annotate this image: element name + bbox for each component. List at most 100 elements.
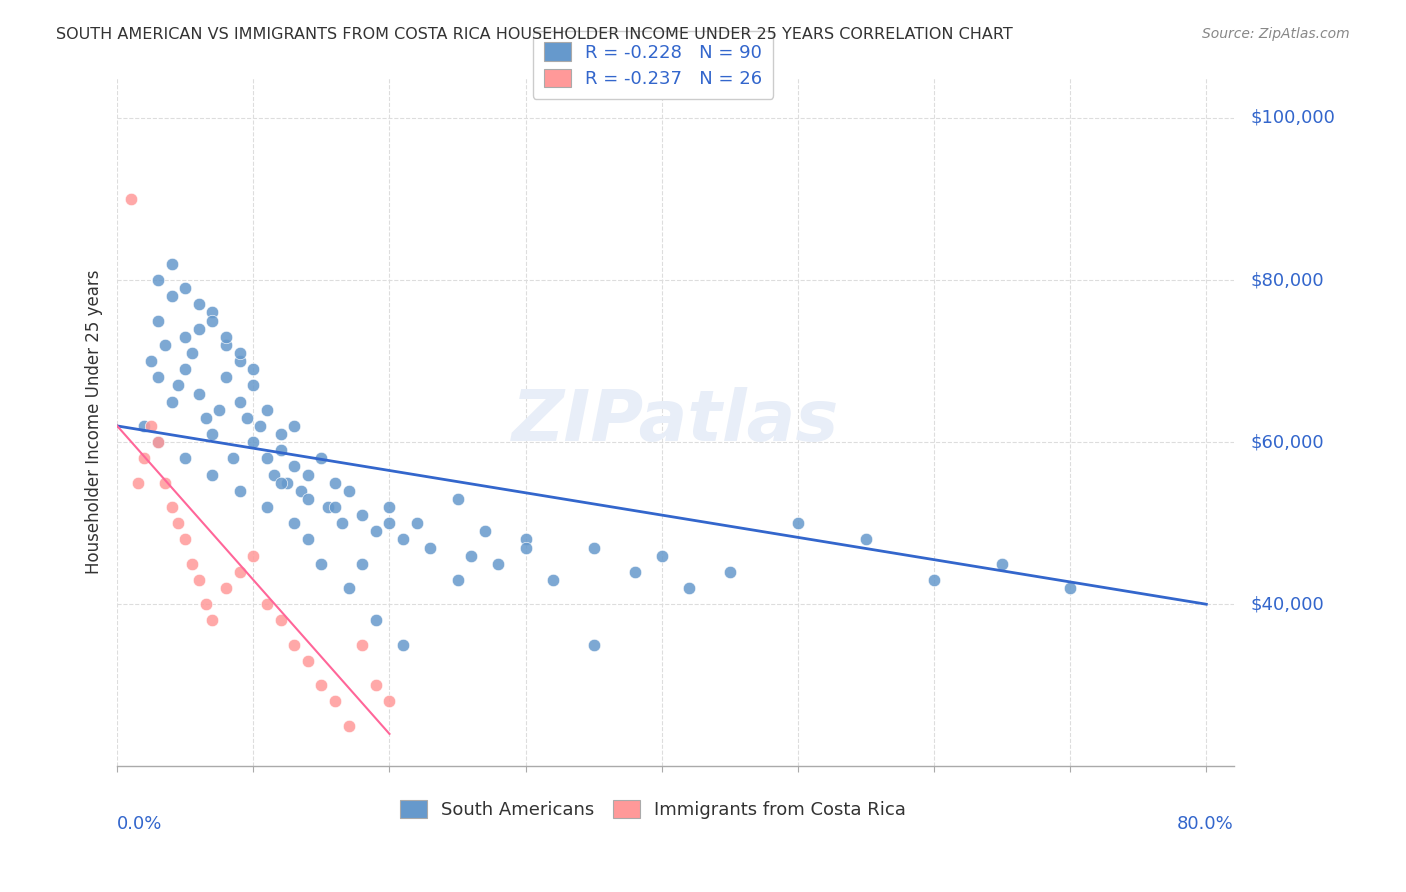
- Point: [120, 192, 142, 206]
- Point: [174, 330, 197, 344]
- Text: $60,000: $60,000: [1250, 434, 1324, 451]
- Point: [337, 483, 360, 498]
- Point: [283, 459, 305, 474]
- Point: [187, 297, 209, 311]
- Point: [378, 500, 401, 514]
- Text: 80.0%: 80.0%: [1177, 814, 1233, 832]
- Point: [922, 573, 945, 587]
- Point: [160, 289, 183, 303]
- Point: [242, 378, 264, 392]
- Point: [651, 549, 673, 563]
- Point: [297, 467, 319, 482]
- Point: [256, 597, 278, 611]
- Point: [146, 370, 169, 384]
- Point: [242, 549, 264, 563]
- Point: [446, 573, 468, 587]
- Point: [297, 533, 319, 547]
- Point: [228, 346, 250, 360]
- Point: [515, 533, 537, 547]
- Point: [146, 273, 169, 287]
- Point: [146, 313, 169, 327]
- Point: [187, 386, 209, 401]
- Point: [187, 573, 209, 587]
- Point: [378, 516, 401, 531]
- Point: [364, 614, 387, 628]
- Point: [256, 451, 278, 466]
- Point: [991, 557, 1014, 571]
- Point: [160, 394, 183, 409]
- Point: [352, 557, 374, 571]
- Point: [146, 435, 169, 450]
- Point: [167, 378, 190, 392]
- Point: [153, 475, 176, 490]
- Point: [215, 581, 238, 595]
- Point: [678, 581, 700, 595]
- Point: [174, 533, 197, 547]
- Point: [141, 419, 163, 434]
- Point: [855, 533, 877, 547]
- Point: [201, 614, 224, 628]
- Point: [276, 475, 298, 490]
- Point: [215, 370, 238, 384]
- Point: [256, 500, 278, 514]
- Point: [134, 451, 156, 466]
- Point: [228, 565, 250, 579]
- Point: [181, 346, 204, 360]
- Point: [1059, 581, 1081, 595]
- Point: [201, 313, 224, 327]
- Point: [419, 541, 441, 555]
- Point: [446, 491, 468, 506]
- Point: [582, 638, 605, 652]
- Point: [228, 354, 250, 368]
- Point: [256, 402, 278, 417]
- Point: [160, 257, 183, 271]
- Point: [337, 581, 360, 595]
- Point: [290, 483, 312, 498]
- Point: [486, 557, 509, 571]
- Point: [541, 573, 564, 587]
- Point: [311, 678, 333, 692]
- Point: [141, 354, 163, 368]
- Point: [311, 451, 333, 466]
- Point: [263, 467, 285, 482]
- Text: 0.0%: 0.0%: [117, 814, 163, 832]
- Point: [311, 557, 333, 571]
- Point: [392, 533, 415, 547]
- Point: [623, 565, 645, 579]
- Point: [460, 549, 482, 563]
- Point: [127, 475, 149, 490]
- Point: [323, 500, 346, 514]
- Point: [201, 427, 224, 442]
- Point: [235, 410, 257, 425]
- Point: [283, 516, 305, 531]
- Text: $100,000: $100,000: [1250, 109, 1336, 127]
- Point: [174, 281, 197, 295]
- Point: [718, 565, 741, 579]
- Point: [582, 541, 605, 555]
- Y-axis label: Householder Income Under 25 years: Householder Income Under 25 years: [86, 269, 103, 574]
- Point: [215, 338, 238, 352]
- Point: [270, 443, 292, 458]
- Point: [405, 516, 427, 531]
- Point: [270, 475, 292, 490]
- Point: [316, 500, 339, 514]
- Point: [194, 410, 217, 425]
- Point: [378, 694, 401, 708]
- Point: [174, 362, 197, 376]
- Point: [249, 419, 271, 434]
- Text: ZIPatlas: ZIPatlas: [512, 387, 839, 457]
- Point: [153, 338, 176, 352]
- Point: [364, 524, 387, 539]
- Point: [242, 435, 264, 450]
- Point: [474, 524, 496, 539]
- Point: [270, 614, 292, 628]
- Point: [187, 321, 209, 335]
- Point: [201, 305, 224, 319]
- Text: Source: ZipAtlas.com: Source: ZipAtlas.com: [1202, 27, 1350, 41]
- Point: [283, 638, 305, 652]
- Point: [222, 451, 245, 466]
- Point: [337, 719, 360, 733]
- Point: [352, 638, 374, 652]
- Point: [201, 467, 224, 482]
- Point: [215, 330, 238, 344]
